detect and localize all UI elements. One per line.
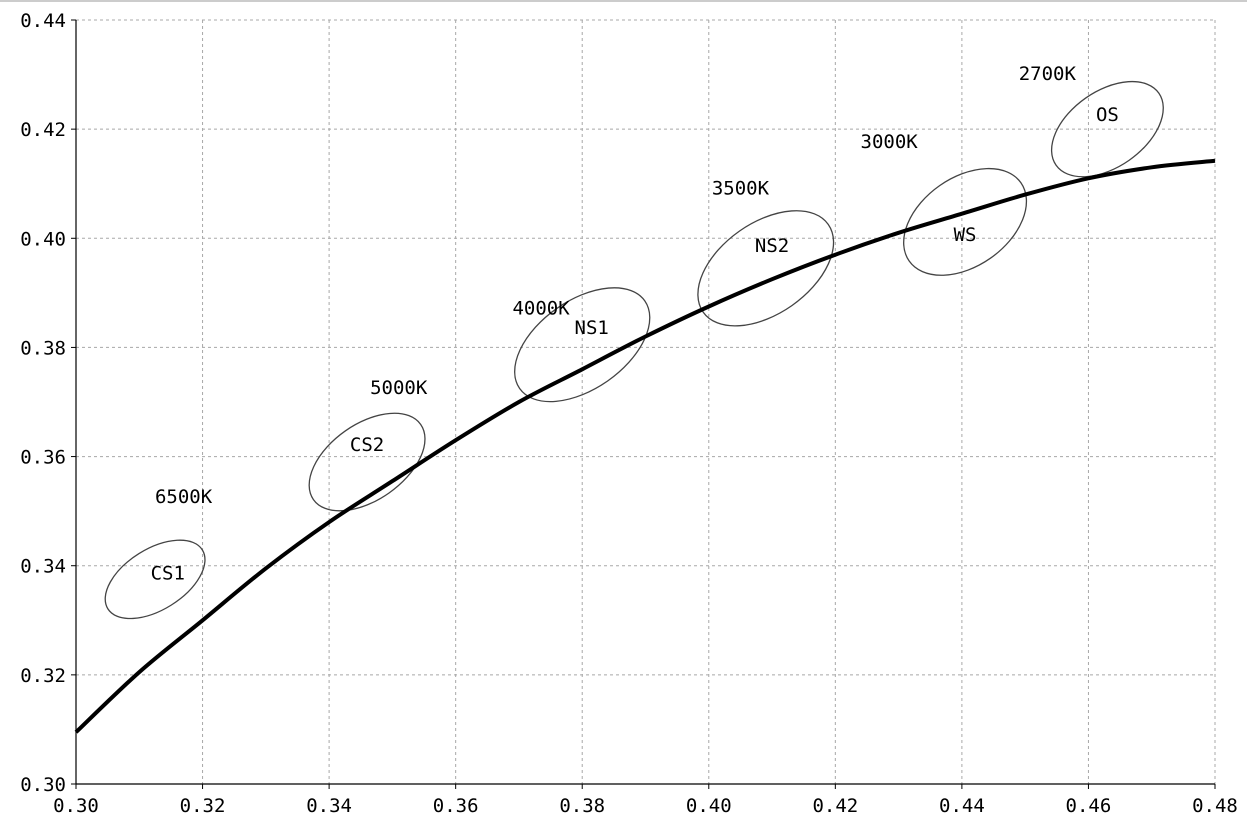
x-tick-label: 0.40 <box>686 795 732 817</box>
axes <box>0 0 1247 789</box>
cct-label-2700k: 2700K <box>1019 63 1077 85</box>
cct-label-5000k: 5000K <box>370 377 428 399</box>
ellipse-ns2 <box>697 210 835 327</box>
region-label-cs2: CS2 <box>350 434 384 456</box>
x-tick-label: 0.48 <box>1192 795 1238 817</box>
y-tick-label: 0.42 <box>20 119 66 141</box>
cct-label-4000k: 4000K <box>512 298 570 320</box>
y-tick-label: 0.36 <box>20 447 66 469</box>
x-tick-label: 0.44 <box>939 795 985 817</box>
cct-label-3000k: 3000K <box>861 131 919 153</box>
x-tick-label: 0.32 <box>180 795 226 817</box>
blackbody-locus-line <box>74 158 1216 734</box>
y-tick-label: 0.34 <box>20 556 66 578</box>
y-tick-label: 0.38 <box>20 337 66 359</box>
region-label-ws: WS <box>954 224 977 246</box>
binning-ellipses <box>104 80 1164 620</box>
x-tick-label: 0.36 <box>433 795 479 817</box>
ellipse-ws <box>903 167 1028 276</box>
region-label-ns2: NS2 <box>755 235 789 257</box>
ellipse-cs1 <box>104 539 206 620</box>
blackbody-curve <box>74 158 1216 734</box>
region-labels: CS1 CS2 NS1 NS2 WS OS 6500K 5000K 4000K 3500K 3000… <box>151 63 1119 584</box>
ellipse-cs2 <box>308 412 426 512</box>
y-tick-label: 0.44 <box>20 10 66 32</box>
y-tick-label: 0.40 <box>20 228 66 250</box>
x-tick-label: 0.46 <box>1066 795 1112 817</box>
x-tick-label: 0.34 <box>306 795 352 817</box>
region-label-ns1: NS1 <box>575 317 609 339</box>
y-tick-label: 0.30 <box>20 774 66 796</box>
ellipse-ns1 <box>514 287 651 403</box>
region-label-cs1: CS1 <box>151 562 185 584</box>
x-tick-label: 0.42 <box>812 795 858 817</box>
ellipse-os <box>1050 80 1164 178</box>
x-tick-label: 0.38 <box>559 795 605 817</box>
tick-labels: 0.30 0.32 0.34 0.36 0.38 0.40 0.42 0.44 0.46 0.48… <box>20 10 1238 817</box>
x-tick-label: 0.30 <box>53 795 99 817</box>
cct-label-6500k: 6500K <box>155 486 213 508</box>
cct-label-3500k: 3500K <box>712 178 770 200</box>
y-tick-label: 0.32 <box>20 665 66 687</box>
grid-lines <box>76 19 1216 784</box>
region-label-os: OS <box>1096 104 1119 126</box>
